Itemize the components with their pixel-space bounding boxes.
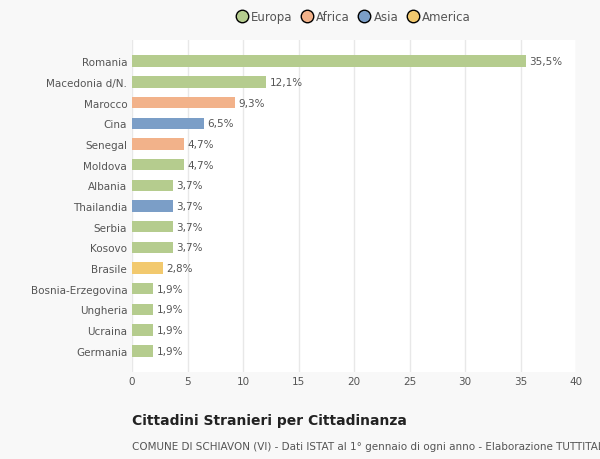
Text: 1,9%: 1,9% (157, 325, 183, 336)
Bar (132, 304, 153, 315)
Text: 9,3%: 9,3% (239, 98, 265, 108)
Text: 4,7%: 4,7% (187, 140, 214, 150)
Bar (132, 222, 173, 233)
Bar (132, 325, 153, 336)
Bar (132, 284, 153, 295)
Text: COMUNE DI SCHIAVON (VI) - Dati ISTAT al 1° gennaio di ogni anno - Elaborazione T: COMUNE DI SCHIAVON (VI) - Dati ISTAT al … (132, 441, 600, 451)
Bar (132, 180, 173, 191)
Text: 1,9%: 1,9% (157, 284, 183, 294)
Text: 4,7%: 4,7% (187, 160, 214, 170)
Bar (132, 139, 184, 150)
Text: 3,7%: 3,7% (176, 181, 203, 191)
Bar (132, 56, 526, 67)
Bar (132, 242, 173, 253)
Text: 12,1%: 12,1% (269, 78, 303, 88)
Text: Cittadini Stranieri per Cittadinanza: Cittadini Stranieri per Cittadinanza (132, 413, 407, 427)
Text: 35,5%: 35,5% (529, 57, 563, 67)
Bar (132, 201, 173, 212)
Legend: Europa, Africa, Asia, America: Europa, Africa, Asia, America (237, 11, 471, 24)
Bar (132, 118, 204, 129)
Text: 3,7%: 3,7% (176, 222, 203, 232)
Text: 6,5%: 6,5% (208, 119, 234, 129)
Bar (132, 160, 184, 171)
Text: 3,7%: 3,7% (176, 243, 203, 253)
Text: 3,7%: 3,7% (176, 202, 203, 212)
Text: 2,8%: 2,8% (166, 263, 193, 274)
Bar (132, 98, 235, 109)
Text: 1,9%: 1,9% (157, 305, 183, 315)
Bar (132, 77, 266, 88)
Bar (132, 346, 153, 357)
Bar (132, 263, 163, 274)
Text: 1,9%: 1,9% (157, 346, 183, 356)
